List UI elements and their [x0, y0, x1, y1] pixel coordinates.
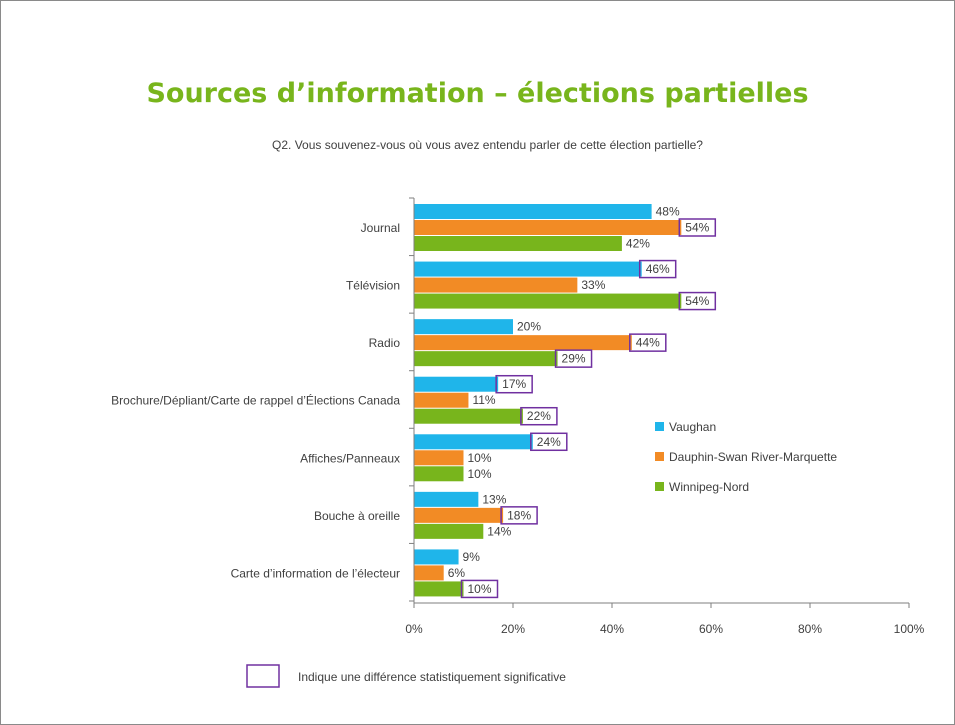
bar — [414, 236, 622, 251]
data-label: 17% — [502, 377, 526, 391]
data-label: 14% — [487, 524, 511, 538]
category-label: Bouche à oreille — [314, 509, 400, 523]
x-tick-label: 40% — [600, 622, 624, 636]
bar — [414, 507, 504, 523]
bar — [414, 277, 578, 293]
legend-label: Vaughan — [669, 420, 716, 434]
data-label: 22% — [527, 409, 551, 423]
legend-label: Dauphin-Swan River-Marquette — [669, 450, 837, 464]
significance-box — [500, 506, 538, 525]
bar — [414, 335, 632, 351]
bar — [414, 376, 499, 392]
significance-note: Indique une différence statistiquement s… — [298, 670, 566, 684]
data-label: 20% — [517, 320, 541, 334]
bar — [414, 581, 464, 597]
bar — [414, 392, 469, 408]
legend-label: Winnipeg-Nord — [669, 480, 749, 494]
x-tick-label: 0% — [405, 622, 423, 636]
chart-subtitle: Q2. Vous souvenez-vous où vous avez ente… — [272, 138, 703, 152]
data-label: 33% — [581, 278, 605, 292]
category-label: Journal — [361, 221, 400, 235]
x-tick-label: 80% — [798, 622, 822, 636]
significance-box — [638, 259, 677, 279]
x-tick-label: 60% — [699, 622, 723, 636]
data-label: 11% — [472, 393, 495, 407]
x-tick-label: 20% — [501, 622, 525, 636]
significance-box — [554, 349, 593, 368]
data-label: 42% — [626, 237, 650, 251]
data-label: 10% — [468, 582, 492, 596]
bar — [414, 549, 459, 565]
significance-box — [520, 406, 558, 426]
data-label: 13% — [482, 492, 506, 506]
data-label: 54% — [685, 294, 709, 308]
bar — [414, 565, 444, 581]
significance-box — [678, 291, 717, 311]
data-label: 10% — [468, 467, 492, 481]
data-label: 10% — [468, 451, 492, 465]
bar — [414, 293, 682, 309]
bar — [414, 434, 533, 450]
bar — [414, 319, 513, 335]
chart-title: Sources d’information – élections partie… — [146, 78, 809, 109]
x-tick-label: 100% — [894, 622, 925, 636]
significance-box — [495, 374, 533, 394]
bar — [414, 523, 484, 539]
legend-swatch — [655, 482, 664, 491]
data-label: 48% — [656, 205, 680, 219]
data-label: 44% — [636, 336, 660, 350]
significance-note-box — [246, 664, 280, 688]
data-label: 6% — [448, 566, 466, 580]
bar — [414, 351, 558, 367]
significance-box — [629, 333, 667, 352]
legend-swatch — [655, 422, 664, 431]
significance-box — [530, 432, 568, 452]
data-label: 18% — [507, 508, 531, 522]
category-label: Brochure/Dépliant/Carte de rappel d’Élec… — [111, 393, 400, 408]
legend-swatch — [655, 452, 664, 461]
data-label: 46% — [646, 262, 670, 276]
significance-box — [460, 579, 499, 599]
bar — [414, 408, 523, 424]
bar — [414, 204, 652, 219]
category-label: Télévision — [346, 279, 400, 293]
bar — [414, 261, 642, 277]
category-label: Carte d’information de l’électeur — [231, 566, 400, 580]
data-label: 54% — [685, 221, 709, 235]
bar — [414, 491, 479, 507]
data-label: 9% — [463, 550, 481, 564]
bar — [414, 450, 464, 466]
category-label: Radio — [369, 336, 401, 350]
significance-box — [678, 218, 717, 237]
data-label: 24% — [537, 435, 561, 449]
bar — [414, 466, 464, 482]
category-label: Affiches/Panneaux — [300, 451, 400, 465]
data-label: 29% — [562, 352, 586, 366]
bar — [414, 220, 682, 235]
